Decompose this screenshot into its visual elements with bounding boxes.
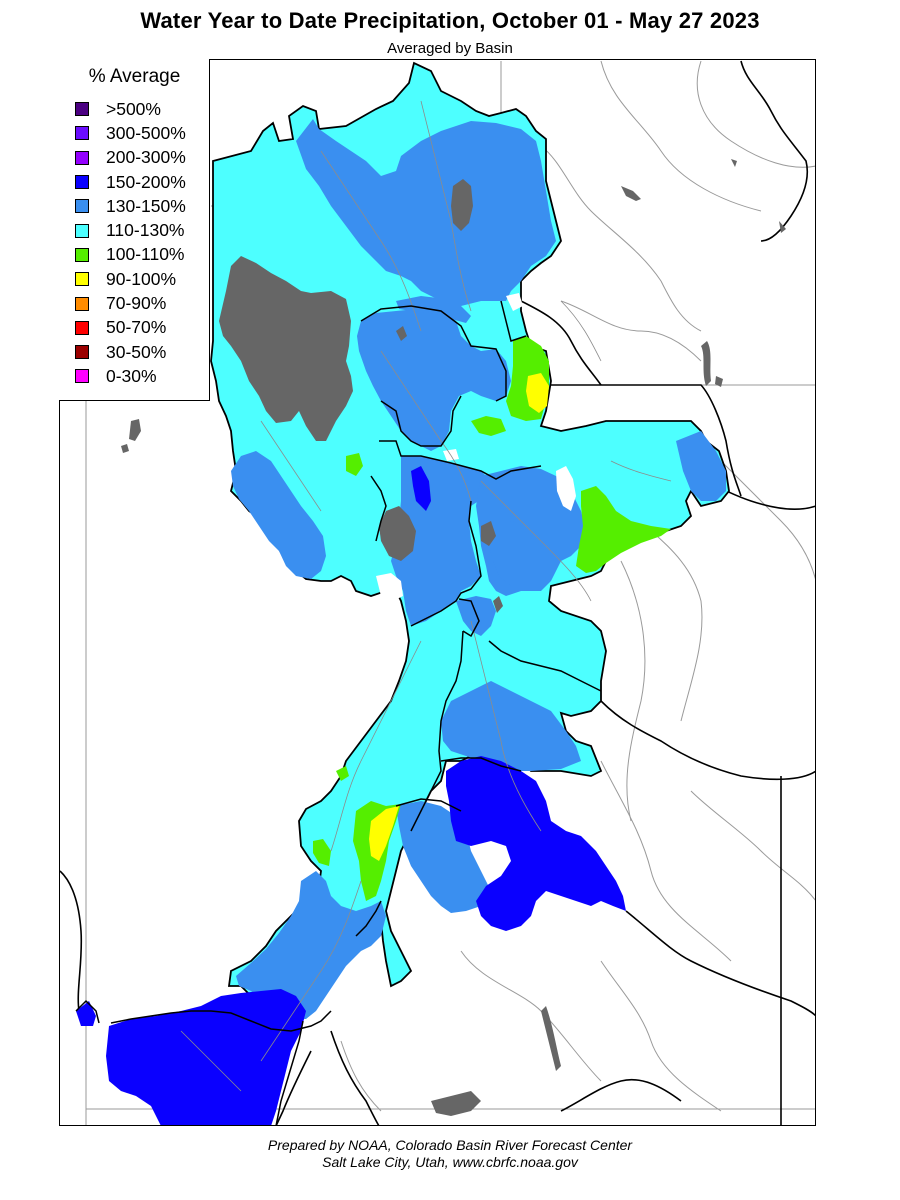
precipitation-map[interactable]	[59, 59, 816, 1126]
legend-item: 30-50%	[75, 340, 186, 364]
legend-swatch	[75, 272, 89, 287]
legend-title: % Average	[88, 66, 181, 87]
credits: Prepared by NOAA, Colorado Basin River F…	[0, 1137, 900, 1171]
map-title: Water Year to Date Precipitation, Octobe…	[140, 8, 760, 33]
legend-label: 300-500%	[106, 122, 186, 143]
legend-swatch	[75, 223, 89, 238]
legend-swatch	[75, 369, 89, 384]
basin-region-90-100	[369, 373, 549, 861]
basin-outlines	[75, 300, 602, 1125]
legend-label: 110-130%	[106, 220, 185, 241]
legend: % Average >500% 300-500% 200-300% 150-20…	[59, 59, 210, 401]
legend-swatch	[75, 102, 89, 117]
basin-region-130-150	[231, 119, 726, 1019]
legend-swatch	[75, 126, 89, 141]
region-boundaries	[60, 60, 815, 1125]
legend-item: >500%	[75, 97, 186, 121]
bear-lake	[451, 179, 473, 231]
legend-label: 70-90%	[106, 293, 167, 314]
legend-swatch	[75, 320, 89, 335]
legend-item: 130-150%	[75, 194, 186, 218]
legend-label: 150-200%	[106, 171, 186, 192]
legend-swatch	[75, 175, 89, 190]
legend-swatch	[75, 150, 89, 165]
legend-item: 50-70%	[75, 316, 186, 340]
legend-item: 200-300%	[75, 146, 186, 170]
legend-item: 90-100%	[75, 267, 186, 291]
legend-label: >500%	[106, 98, 161, 119]
legend-item: 100-110%	[75, 243, 186, 267]
legend-label: 90-100%	[106, 268, 177, 289]
credits-line-1: Prepared by NOAA, Colorado Basin River F…	[267, 1137, 633, 1153]
legend-swatch	[75, 345, 89, 360]
legend-item: 150-200%	[75, 170, 186, 194]
great-salt-lake	[219, 256, 353, 441]
legend-swatch	[75, 199, 89, 214]
legend-label: 130-150%	[106, 195, 186, 216]
legend-item: 0-30%	[75, 364, 186, 388]
legend-swatch	[75, 296, 89, 311]
legend-label: 30-50%	[106, 341, 167, 362]
utah-lake	[379, 506, 416, 561]
legend-label: 0-30%	[106, 365, 157, 386]
rivers	[180, 100, 672, 1092]
credits-line-2: Salt Lake City, Utah, www.cbrfc.noaa.gov	[322, 1154, 578, 1170]
legend-item: 70-90%	[75, 291, 186, 315]
legend-label: 200-300%	[106, 147, 186, 168]
legend-label: 50-70%	[106, 317, 167, 338]
legend-item: 110-130%	[75, 218, 186, 242]
legend-list: >500% 300-500% 200-300% 150-200% 130-150…	[75, 97, 186, 389]
map-subtitle: Averaged by Basin	[387, 40, 513, 57]
lakes	[121, 159, 786, 1116]
legend-swatch	[75, 247, 89, 262]
legend-label: 100-110%	[106, 244, 185, 265]
legend-item: 300-500%	[75, 121, 186, 145]
